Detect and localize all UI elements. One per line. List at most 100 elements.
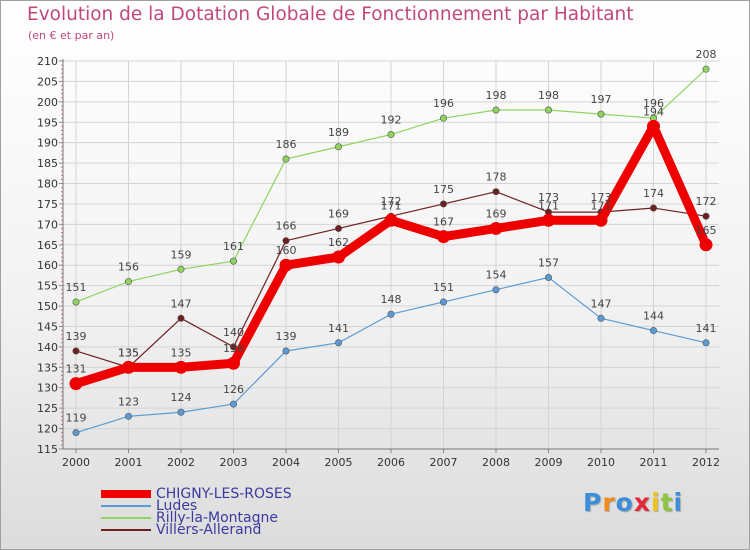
data-point [699,238,713,252]
data-label: 154 [486,269,507,282]
data-point [72,429,80,437]
y-tick-label: 165 [37,239,58,252]
legend-label-ludes: Ludes [156,498,198,514]
data-label: 186 [276,138,297,151]
data-point [334,224,342,232]
data-label: 135 [118,346,139,359]
data-label: 169 [328,207,349,220]
y-tick-label: 205 [37,75,58,88]
logo-letter: r [602,488,616,517]
data-label: 159 [171,248,192,261]
data-label: 144 [643,310,664,323]
data-label: 197 [591,93,612,106]
axes [59,59,719,453]
chart-subtitle: (en € et par an) [28,29,115,42]
data-point [282,237,290,245]
x-tick-label: 2006 [377,456,405,469]
data-point [334,339,342,347]
y-tick-label: 115 [37,443,58,456]
data-label: 175 [433,183,454,196]
x-tick-label: 2012 [692,456,720,469]
y-tick-label: 130 [37,382,58,395]
data-point [177,314,185,322]
data-point [649,327,657,335]
data-point [492,106,500,114]
data-label: 141 [696,322,717,335]
data-point [492,188,500,196]
legend-swatch-rilly [101,517,151,519]
data-label: 166 [276,220,297,233]
data-point [125,278,133,286]
data-label: 198 [538,89,559,102]
data-labels: 131 135 135 136 160 162 171 167 169 171 171 194 165 1… [66,48,717,424]
data-label: 172 [381,195,402,208]
y-tick-label: 135 [37,361,58,374]
data-label: 126 [223,383,244,396]
logo-letter: i [673,488,684,517]
legend-label-villers: Villers-Allerand [156,522,262,538]
data-point [489,221,503,235]
data-label: 171 [538,199,559,212]
data-label: 189 [328,126,349,139]
data-label: 136 [223,342,244,355]
data-point [439,298,447,306]
data-point [125,412,133,420]
legend-label-rilly: Rilly-la-Montagne [156,510,278,526]
data-label: 198 [486,89,507,102]
legend-swatch-villers [101,529,151,531]
data-label: 135 [118,346,139,359]
y-tick-label: 140 [37,341,58,354]
data-label: 169 [486,207,507,220]
data-label: 173 [591,191,612,204]
x-tick-label: 2000 [62,456,90,469]
y-tick-label: 195 [37,116,58,129]
data-label: 151 [66,281,87,294]
y-tick-label: 145 [37,320,58,333]
data-point [492,286,500,294]
data-label: 171 [591,199,612,212]
logo-letter: P [583,488,603,517]
data-point [72,347,80,355]
series-group [69,65,713,437]
y-tick-label: 200 [37,96,58,109]
data-label: 160 [276,244,297,257]
data-point [647,119,660,133]
data-point [230,257,238,265]
x-tick-label: 2001 [115,456,143,469]
data-label: 192 [381,114,402,127]
data-point [230,343,238,351]
data-label: 139 [276,330,297,343]
data-point [702,212,710,220]
data-label: 174 [643,187,664,200]
x-tick-label: 2003 [220,456,248,469]
data-label: 167 [433,216,454,229]
data-label: 162 [328,236,349,249]
data-point [177,265,185,273]
data-label: 196 [433,97,454,110]
data-point [177,408,185,416]
y-tick-label: 150 [37,300,58,313]
data-label: 173 [538,191,559,204]
data-point [597,314,605,322]
data-label: 147 [591,297,612,310]
y-tick-label: 180 [37,178,58,191]
y-tick-label: 155 [37,280,58,293]
data-label: 194 [643,105,664,118]
data-point [384,213,398,227]
data-label: 165 [696,224,717,237]
y-tick-label: 160 [37,259,58,272]
data-label: 119 [66,412,87,425]
y-tick-label: 120 [37,423,58,436]
legend-swatch-ludes [101,505,151,507]
data-point [702,65,710,73]
x-tick-label: 2002 [167,456,195,469]
logo-letter: i [651,488,661,517]
x-tick-label: 2011 [640,456,668,469]
chart-title: Evolution de la Dotation Globale de Fonc… [27,4,634,25]
y-axis-ticks: 115 120 125 130 135 140 145 150 155 160 165 170 175 1… [37,55,58,456]
data-label: 196 [643,97,664,110]
data-label: 148 [381,293,402,306]
data-point [702,339,710,347]
data-label: 161 [223,240,244,253]
